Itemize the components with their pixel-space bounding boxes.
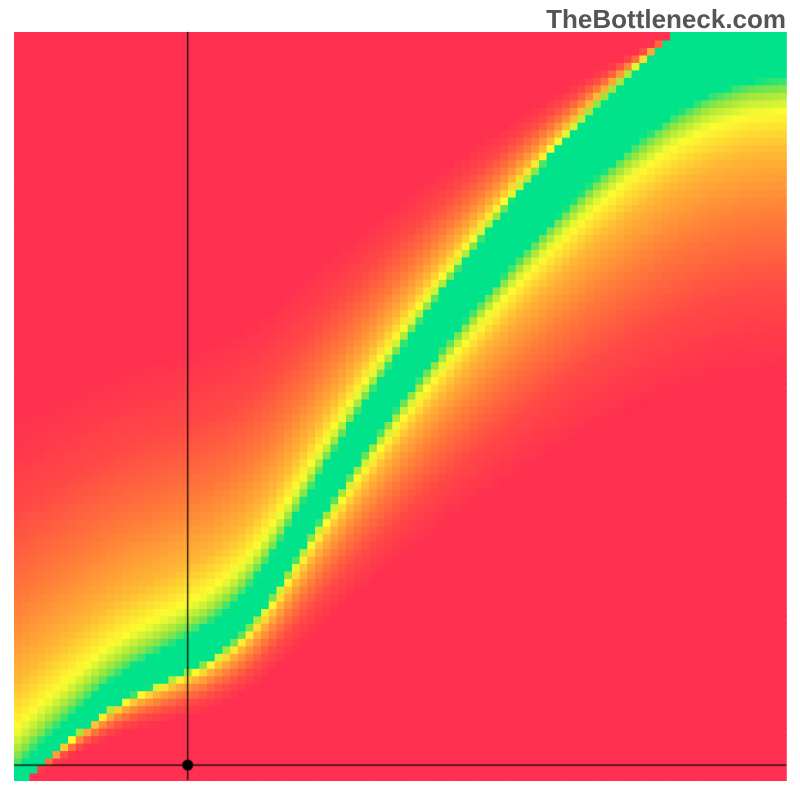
chart-container: TheBottleneck.com xyxy=(0,0,800,800)
bottleneck-heatmap xyxy=(0,0,800,800)
attribution-text: TheBottleneck.com xyxy=(546,4,786,35)
